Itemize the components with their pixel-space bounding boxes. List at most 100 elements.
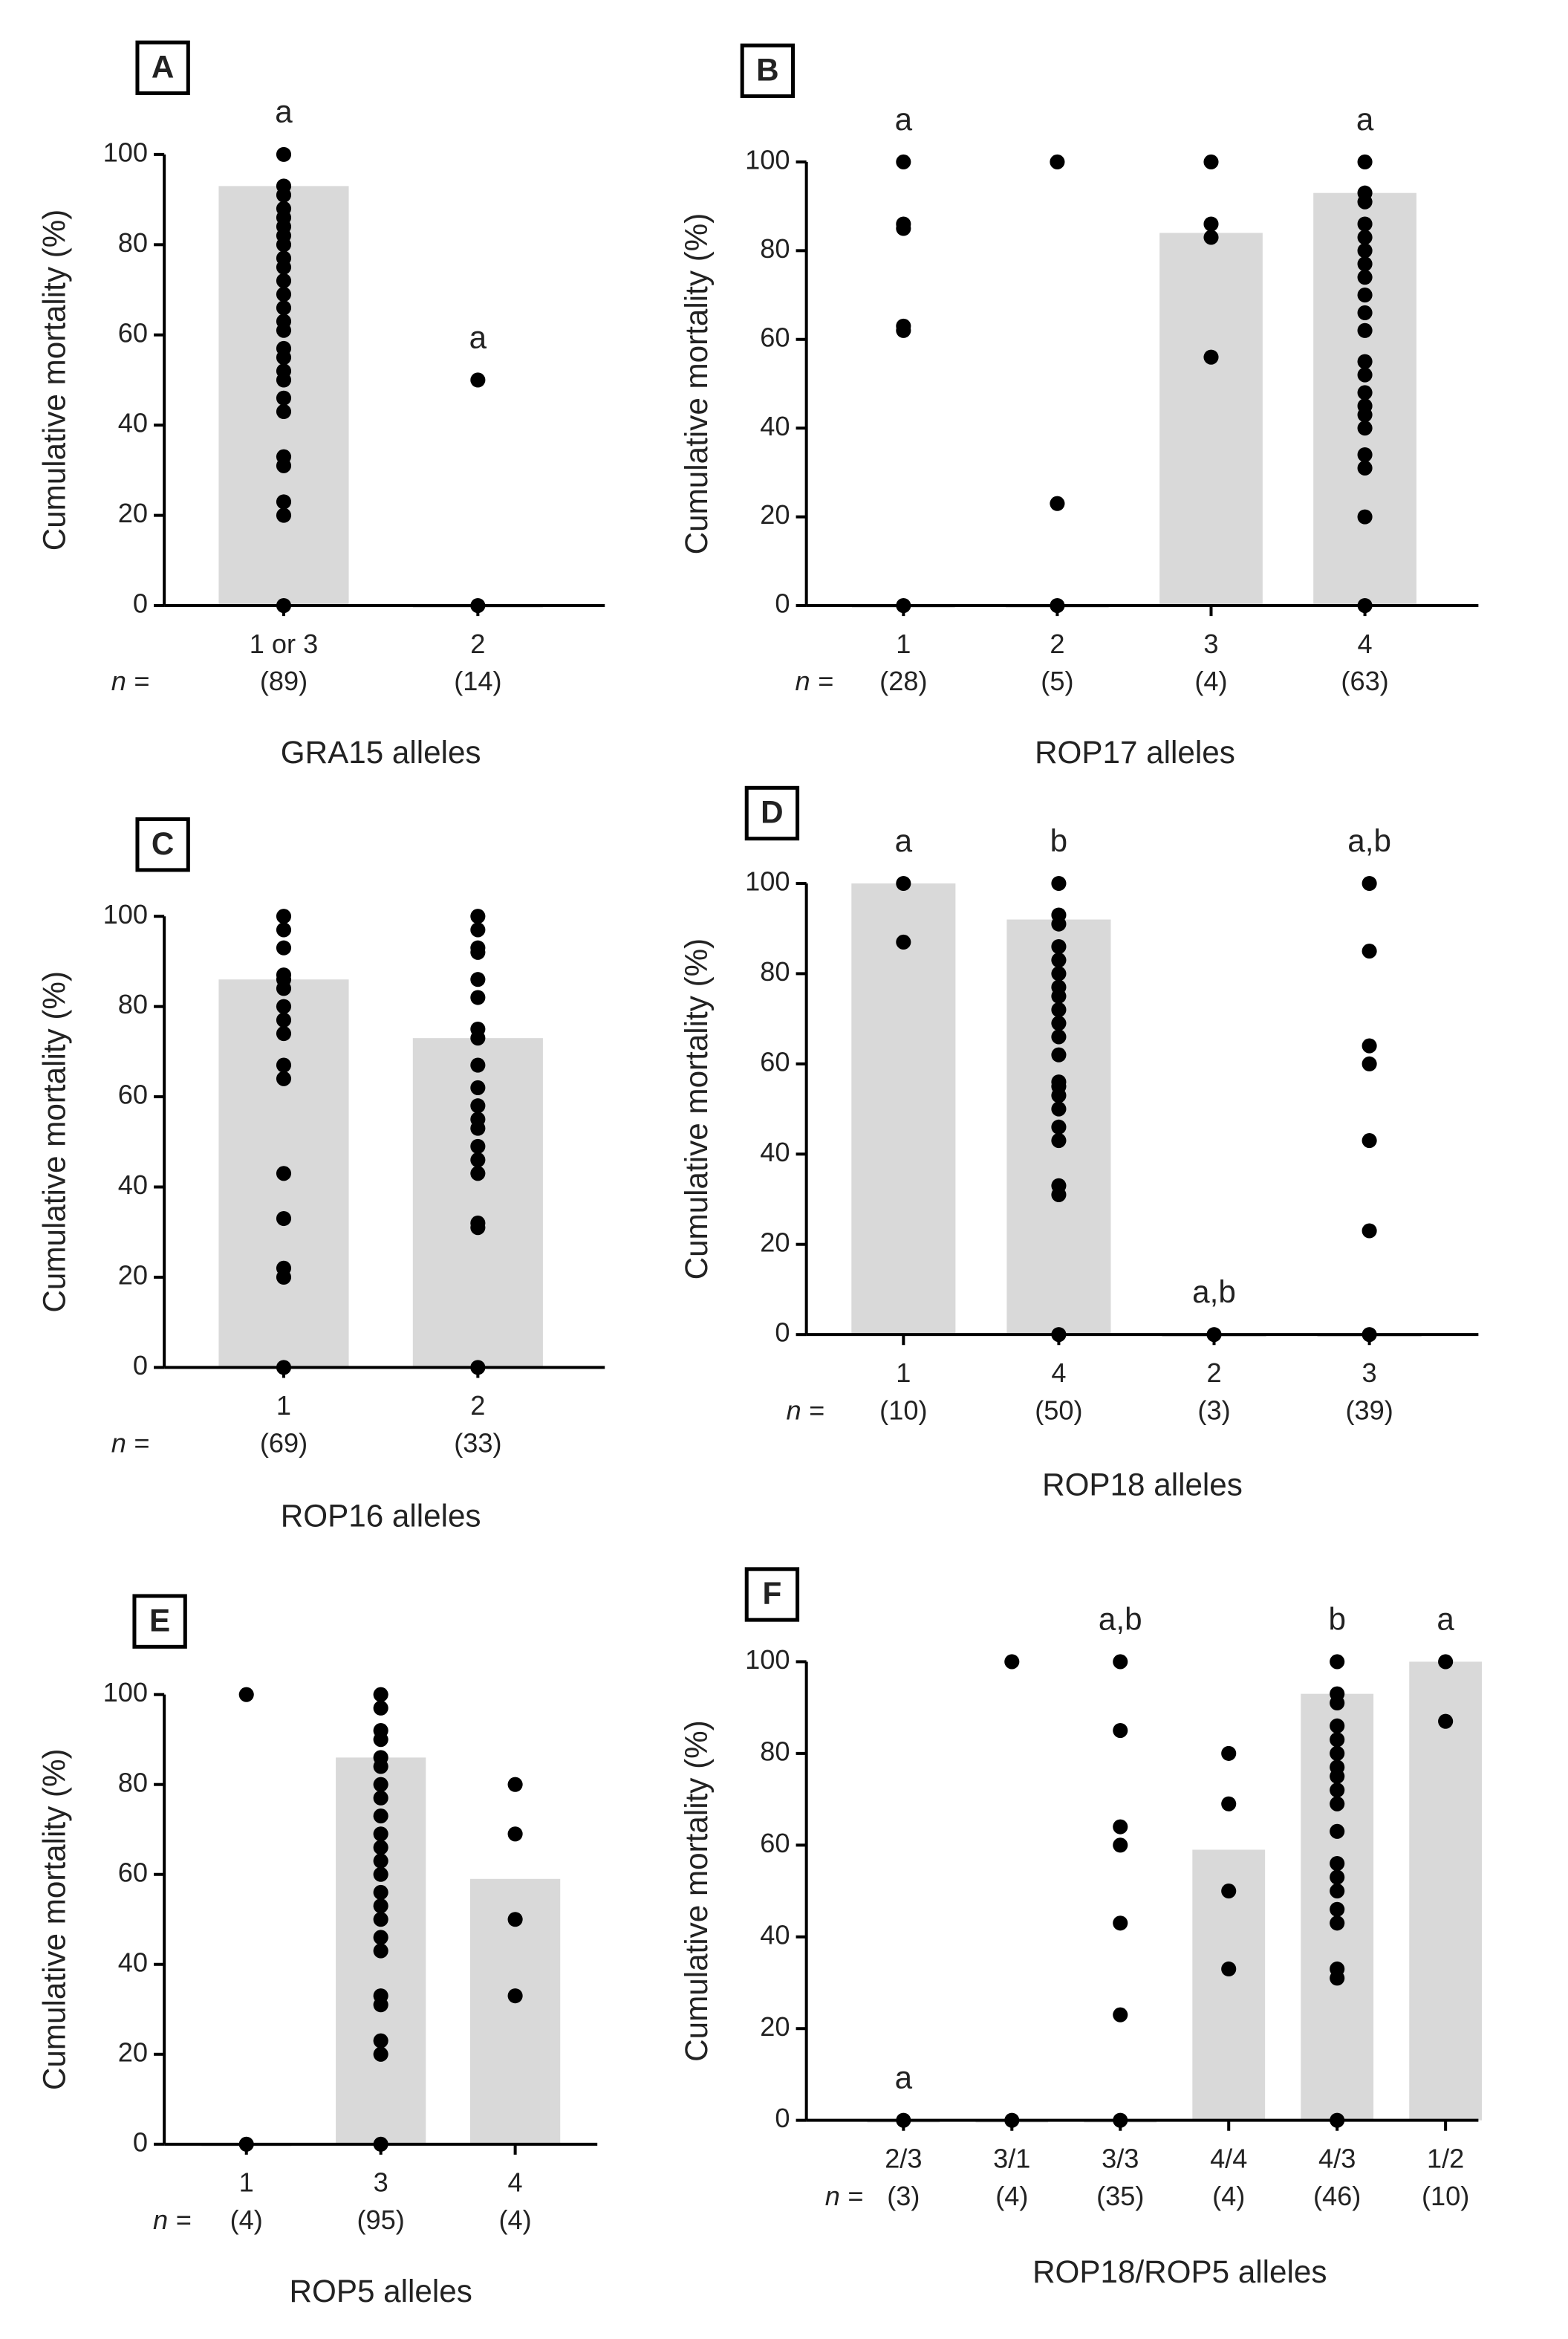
point bbox=[276, 146, 292, 162]
y-tick-label: 20 bbox=[760, 499, 790, 530]
point bbox=[896, 154, 911, 169]
significance-letter: a bbox=[1356, 102, 1374, 137]
point bbox=[373, 1732, 388, 1748]
y-tick-label: 100 bbox=[103, 899, 148, 930]
n-count: (10) bbox=[879, 1395, 927, 1425]
panel-box bbox=[135, 817, 190, 872]
x-axis-label: ROP5 alleles bbox=[290, 2274, 472, 2309]
point bbox=[1330, 1970, 1345, 1986]
y-tick-label: 20 bbox=[118, 2037, 148, 2067]
point bbox=[276, 300, 292, 316]
point bbox=[276, 940, 292, 956]
point bbox=[470, 1098, 486, 1114]
x-tick-label: 3 bbox=[1362, 1357, 1377, 1388]
point bbox=[373, 1884, 388, 1901]
point bbox=[1357, 230, 1373, 245]
point bbox=[507, 1826, 523, 1842]
point bbox=[507, 1777, 523, 1792]
x-tick-label: 3 bbox=[1203, 629, 1218, 659]
n-count: (4) bbox=[1194, 666, 1227, 696]
point bbox=[373, 2033, 388, 2048]
point bbox=[470, 1120, 486, 1136]
y-axis-label: Cumulative mortality (%) bbox=[37, 1748, 72, 2090]
x-tick-label: 4 bbox=[508, 2167, 523, 2198]
point bbox=[373, 1840, 388, 1855]
y-tick-label: 80 bbox=[760, 1736, 790, 1766]
point bbox=[276, 922, 292, 938]
point bbox=[1113, 1915, 1128, 1931]
n-count: (46) bbox=[1313, 2181, 1361, 2211]
n-count: (4) bbox=[499, 2205, 532, 2235]
y-tick-label: 80 bbox=[118, 1767, 148, 1797]
n-count: (69) bbox=[260, 1427, 308, 1458]
point bbox=[1330, 1732, 1345, 1748]
significance-letter: a bbox=[275, 94, 293, 129]
x-tick-label: 4 bbox=[1358, 629, 1373, 659]
point bbox=[1221, 1796, 1237, 1811]
point bbox=[470, 922, 486, 938]
y-tick-label: 40 bbox=[760, 1137, 790, 1167]
point bbox=[238, 2136, 254, 2152]
point bbox=[276, 287, 292, 302]
point bbox=[1203, 349, 1219, 365]
y-tick-label: 0 bbox=[133, 588, 148, 619]
point bbox=[373, 1826, 388, 1842]
point bbox=[276, 507, 292, 523]
panel-letter: C bbox=[152, 826, 174, 861]
y-tick-label: 20 bbox=[118, 498, 148, 528]
point bbox=[470, 372, 486, 388]
point bbox=[373, 1898, 388, 1914]
x-tick-label: 2 bbox=[470, 629, 485, 659]
point bbox=[276, 1269, 292, 1285]
y-tick-label: 40 bbox=[118, 1170, 148, 1200]
n-count: (89) bbox=[260, 666, 308, 696]
n-count: (50) bbox=[1035, 1395, 1082, 1425]
point bbox=[470, 1080, 486, 1095]
point bbox=[1362, 1056, 1377, 1071]
point bbox=[373, 1866, 388, 1882]
point bbox=[276, 1057, 292, 1073]
point bbox=[1051, 1047, 1067, 1063]
point bbox=[276, 1071, 292, 1086]
point bbox=[238, 1687, 254, 1702]
point bbox=[1330, 2112, 1345, 2128]
point bbox=[896, 2112, 911, 2128]
point bbox=[507, 1912, 523, 1927]
point bbox=[1051, 1029, 1067, 1045]
point bbox=[276, 458, 292, 473]
point bbox=[1051, 1187, 1067, 1202]
point bbox=[1357, 354, 1373, 369]
y-axis-label: Cumulative mortality (%) bbox=[679, 938, 714, 1280]
point bbox=[276, 322, 292, 338]
point bbox=[1357, 322, 1373, 338]
n-count: (3) bbox=[887, 2181, 920, 2211]
n-count: (33) bbox=[454, 1427, 501, 1458]
point bbox=[1051, 1088, 1067, 1103]
x-tick-label: 2 bbox=[470, 1390, 485, 1421]
y-tick-label: 80 bbox=[760, 233, 790, 264]
point bbox=[276, 372, 292, 388]
y-tick-label: 20 bbox=[760, 1227, 790, 1257]
point bbox=[1330, 1654, 1345, 1670]
bar bbox=[1409, 1661, 1483, 2121]
panel-letter: B bbox=[756, 52, 778, 87]
point bbox=[1330, 1796, 1345, 1811]
point bbox=[1330, 1901, 1345, 1917]
x-tick-label: 4/4 bbox=[1210, 2144, 1247, 2174]
point bbox=[1221, 1884, 1237, 1899]
point bbox=[1050, 597, 1065, 614]
y-tick-label: 0 bbox=[133, 2126, 148, 2157]
x-tick-label: 4 bbox=[1051, 1357, 1066, 1388]
x-axis-label: ROP18/ROP5 alleles bbox=[1032, 2254, 1327, 2289]
y-tick-label: 0 bbox=[775, 1317, 790, 1348]
point bbox=[470, 909, 486, 924]
y-axis-label: Cumulative mortality (%) bbox=[679, 213, 714, 555]
point bbox=[1330, 1869, 1345, 1885]
x-tick-label: 3/3 bbox=[1102, 2144, 1139, 2174]
point bbox=[1203, 154, 1219, 169]
point bbox=[1330, 1855, 1345, 1872]
point bbox=[470, 1031, 486, 1046]
point bbox=[276, 187, 292, 203]
point bbox=[276, 1210, 292, 1227]
point bbox=[1051, 988, 1067, 1004]
